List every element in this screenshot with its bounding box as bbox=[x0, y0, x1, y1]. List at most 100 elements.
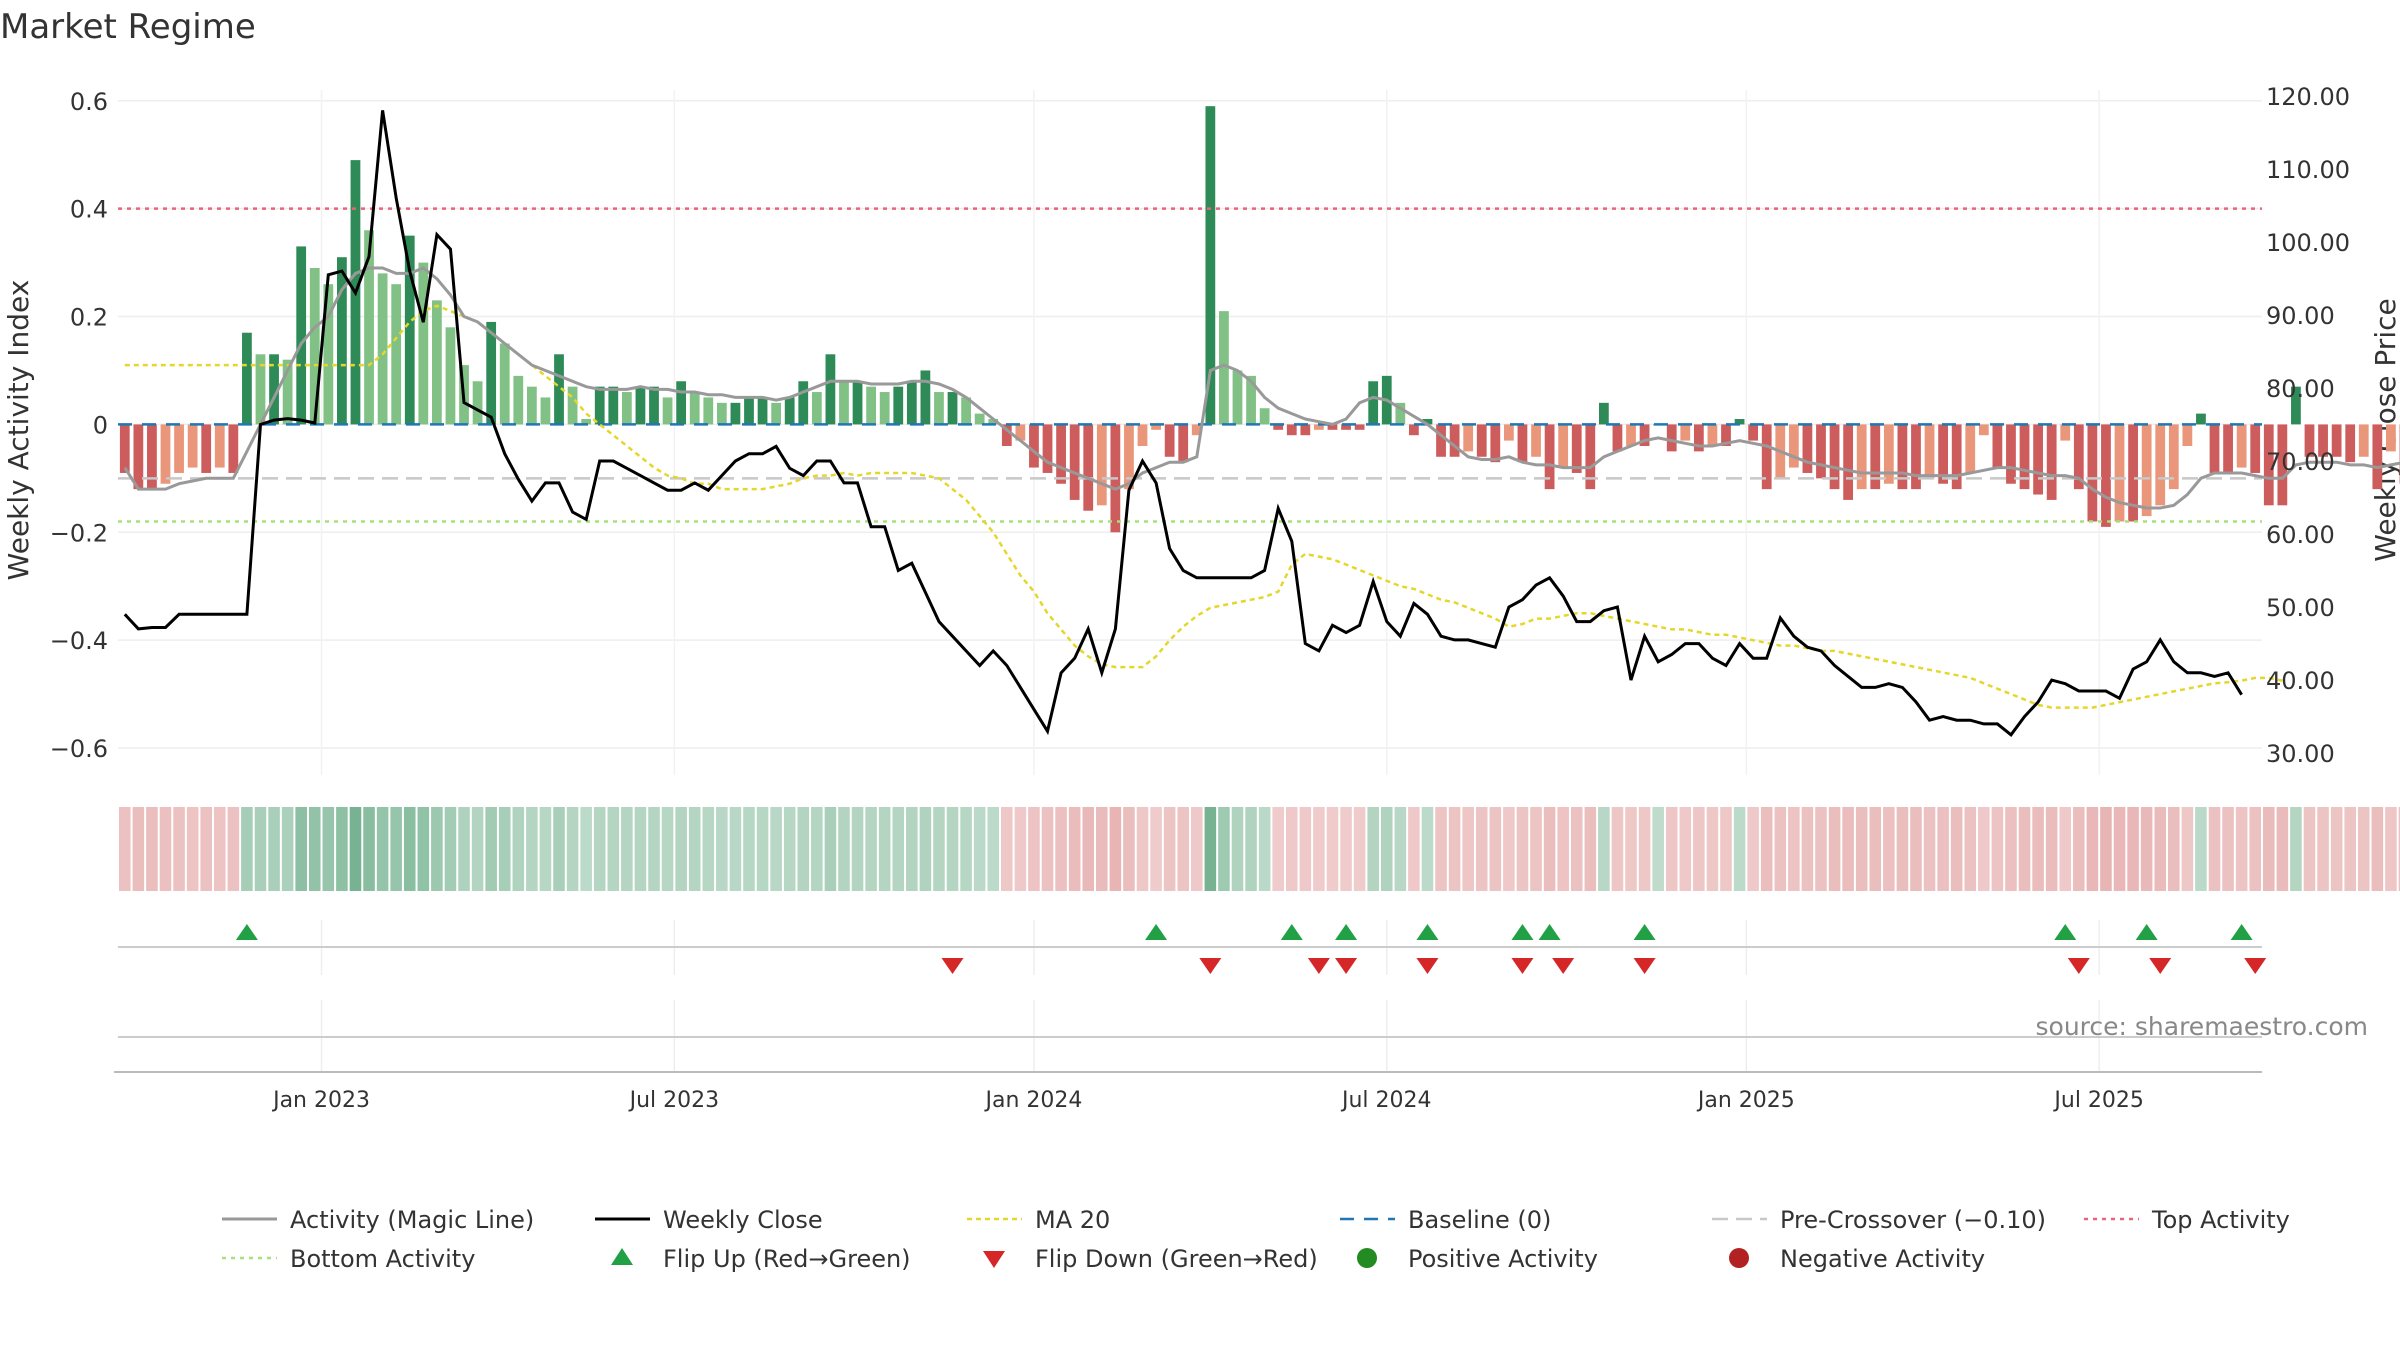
regime-strip-cell bbox=[892, 807, 905, 891]
regime-strip-cell bbox=[1855, 807, 1868, 891]
activity-bar bbox=[296, 246, 307, 425]
series-lines bbox=[123, 110, 2400, 737]
activity-bar bbox=[2358, 424, 2369, 457]
activity-bar bbox=[2114, 424, 2125, 522]
regime-strip-cell bbox=[1313, 807, 1325, 891]
regime-strip-cell bbox=[851, 807, 864, 891]
activity-bar bbox=[242, 332, 252, 425]
activity-bar bbox=[133, 424, 144, 490]
activity-bar bbox=[187, 424, 198, 468]
y-tick-label-right: 100.00 bbox=[2266, 229, 2350, 257]
activity-bar bbox=[961, 397, 971, 425]
activity-bar bbox=[1938, 424, 1948, 484]
flip-up-marker bbox=[1538, 924, 1561, 940]
activity-bar bbox=[1585, 424, 1596, 490]
regime-strip-cell bbox=[878, 807, 891, 891]
regime-strip-cell bbox=[1001, 807, 1013, 891]
regime-strip-cell bbox=[675, 807, 687, 891]
flip-down-marker bbox=[941, 958, 964, 974]
regime-strip-cell bbox=[919, 807, 932, 891]
activity-bar bbox=[2263, 424, 2274, 506]
activity-bar bbox=[1042, 424, 1053, 473]
activity-bar bbox=[432, 300, 442, 425]
activity-bar bbox=[567, 386, 578, 425]
activity-bar bbox=[676, 381, 687, 425]
activity-bar bbox=[621, 392, 632, 425]
regime-strip-cell bbox=[1462, 807, 1474, 891]
regime-strip-cell bbox=[1421, 807, 1434, 891]
regime-strip-cell bbox=[1611, 807, 1624, 891]
activity-bar bbox=[1246, 375, 1256, 425]
activity-bar bbox=[1286, 424, 1297, 436]
activity-bar bbox=[1327, 424, 1338, 430]
regime-strip-cell bbox=[1828, 807, 1841, 891]
regime-strip-cell bbox=[444, 807, 457, 891]
activity-bar bbox=[1164, 424, 1175, 457]
regime-strip-cell bbox=[2317, 807, 2329, 891]
regime-strip-cell bbox=[1883, 807, 1895, 891]
regime-strip-cell bbox=[1041, 807, 1054, 891]
activity-bar bbox=[1843, 424, 1854, 500]
activity-bar bbox=[784, 397, 795, 425]
regime-strip-cell bbox=[770, 807, 782, 891]
regime-strip-cell bbox=[1055, 807, 1067, 891]
regime-strip-cell bbox=[1475, 807, 1488, 891]
legend-swatch bbox=[1729, 1248, 1749, 1268]
activity-bar bbox=[1856, 424, 1867, 490]
activity-bar bbox=[906, 381, 917, 425]
regime-strip-cell bbox=[1163, 807, 1176, 891]
activity-bar bbox=[228, 424, 239, 473]
regime-strip-cell bbox=[132, 807, 145, 891]
regime-strip-cell bbox=[1204, 807, 1217, 891]
regime-strip-cell bbox=[1380, 807, 1393, 891]
x-tick-label: Jan 2025 bbox=[1696, 1088, 1795, 1113]
flip-up-marker bbox=[2054, 924, 2077, 940]
regime-strip-cell bbox=[621, 807, 633, 891]
flip-up-marker bbox=[1280, 924, 1303, 940]
regime-strip-cell bbox=[1679, 807, 1692, 891]
y-tick-label-left: −0.2 bbox=[50, 519, 108, 547]
activity-bar bbox=[364, 230, 374, 425]
regime-strip-cell bbox=[2303, 807, 2316, 891]
activity-bar bbox=[1137, 424, 1148, 446]
regime-strip-cell bbox=[1625, 807, 1637, 891]
regime-strip-cell bbox=[1489, 807, 1502, 891]
activity-bar bbox=[974, 413, 985, 425]
activity-bar bbox=[716, 402, 727, 425]
regime-strip-cell bbox=[498, 807, 511, 891]
regime-strip-cell bbox=[783, 807, 796, 891]
activity-bar bbox=[757, 397, 768, 425]
activity-bar bbox=[2386, 424, 2396, 452]
regime-strip-cell bbox=[1638, 807, 1651, 891]
flip-up-marker bbox=[1633, 924, 1656, 940]
regime-strip-cell bbox=[553, 807, 565, 891]
activity-bar bbox=[771, 402, 782, 425]
y-ticks-left: 0.6 0.4 0.2 0 −0.2 −0.4 −0.6 bbox=[50, 88, 108, 763]
activity-bar bbox=[2060, 424, 2071, 441]
regime-strip-cell bbox=[906, 807, 918, 891]
activity-bar bbox=[160, 424, 171, 484]
x-ticks: Jan 2023 Jul 2023 Jan 2024 Jul 2024 Jan 2025… bbox=[271, 1088, 2144, 1113]
activity-bar bbox=[2073, 424, 2084, 490]
regime-strip-cell bbox=[1815, 807, 1827, 891]
regime-strip-cell bbox=[1720, 807, 1732, 891]
regime-strip-cell bbox=[1788, 807, 1800, 891]
regime-strip-cell bbox=[2385, 807, 2397, 891]
regime-strip-cell bbox=[1448, 807, 1461, 891]
regime-strip-cell bbox=[2235, 807, 2248, 891]
y-tick-label-right: 70.00 bbox=[2266, 448, 2335, 476]
activity-bar bbox=[1341, 424, 1351, 430]
regime-strip-cell bbox=[2344, 807, 2356, 891]
activity-bar bbox=[255, 354, 266, 425]
activity-bar bbox=[309, 267, 320, 425]
y-axis-label-left: Weekly Activity Index bbox=[2, 280, 35, 581]
activity-bar bbox=[1612, 424, 1623, 452]
regime-strip-cell bbox=[2263, 807, 2275, 891]
regime-strip-cell bbox=[607, 807, 620, 891]
activity-bar bbox=[1571, 424, 1582, 473]
regime-strip bbox=[119, 807, 2400, 891]
regime-strip-cell bbox=[390, 807, 402, 891]
activity-bar bbox=[1544, 424, 1555, 490]
regime-strip-cell bbox=[634, 807, 647, 891]
flip-down-marker bbox=[1199, 958, 1222, 974]
